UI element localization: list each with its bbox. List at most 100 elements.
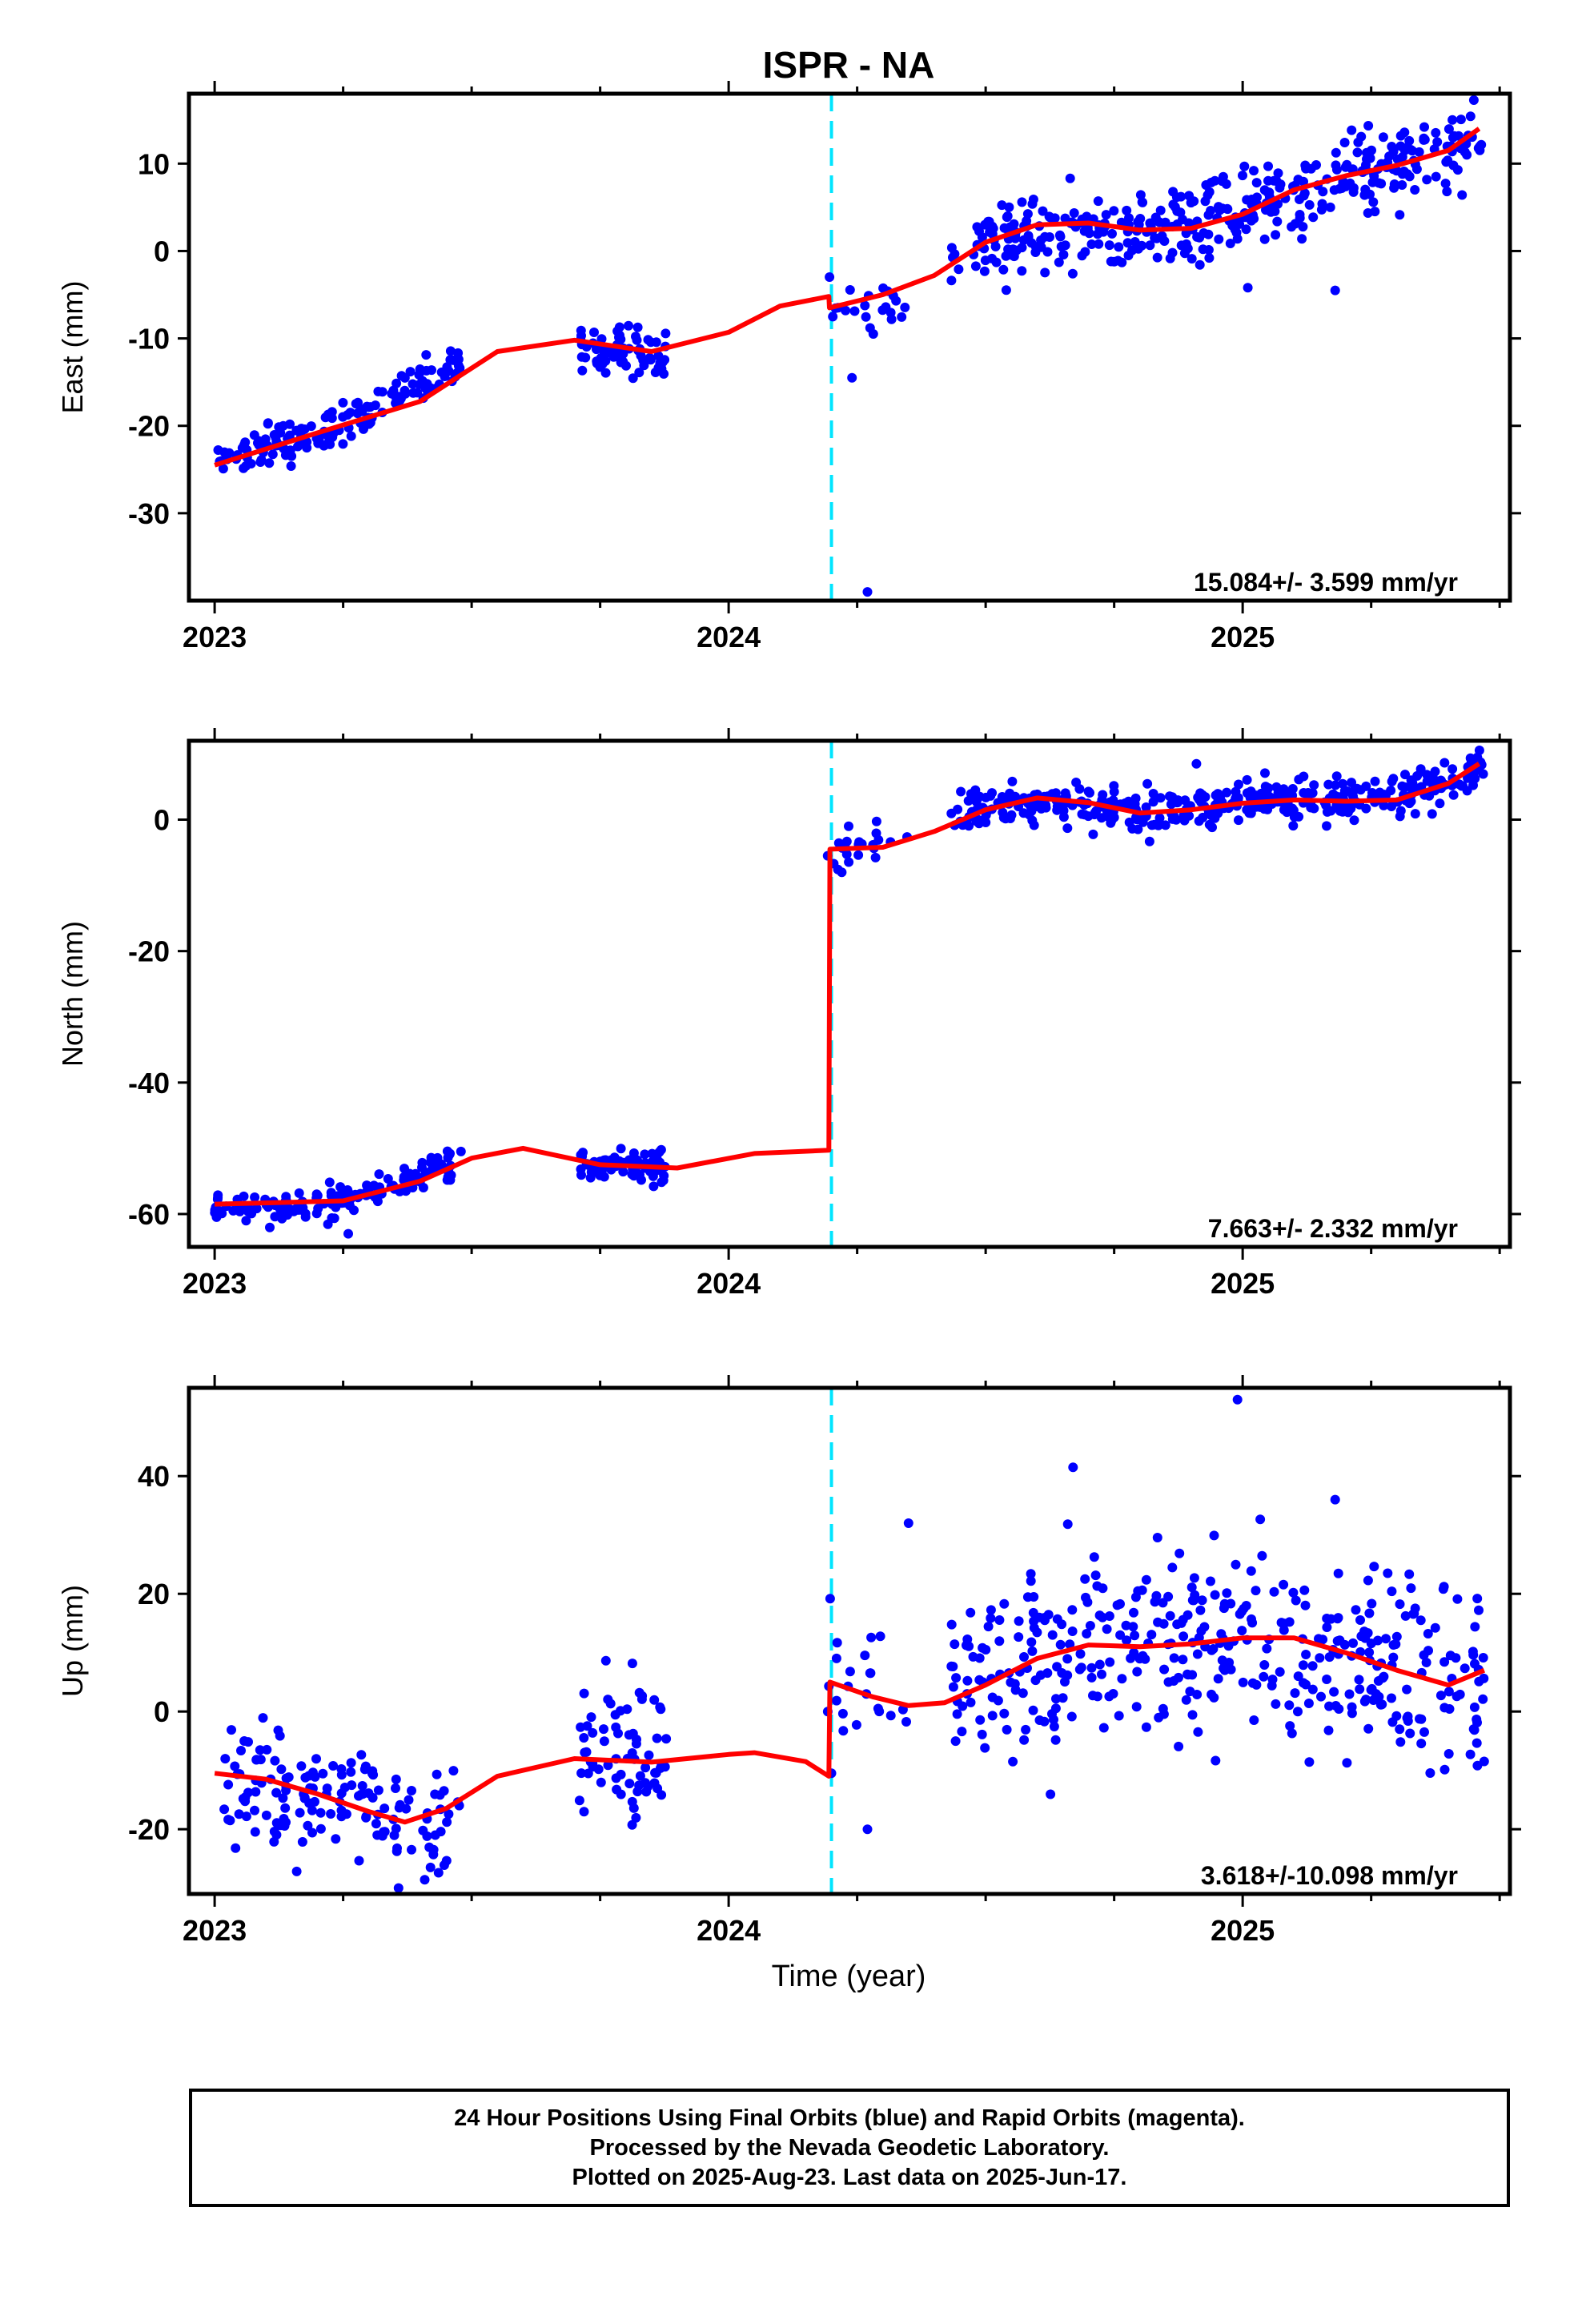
north-data-point [211,1212,222,1222]
up-data-point [1255,1514,1266,1525]
north-data-point [1191,758,1202,769]
up-data-point [865,1668,875,1679]
up-data-point [993,1695,1003,1706]
east-data-point [1176,191,1186,202]
north-data-point [837,867,847,878]
east-data-point [1389,179,1399,189]
up-data-point [1067,1626,1078,1636]
east-data-point [1104,240,1114,251]
east-data-point [1411,164,1422,175]
up-data-point [1439,1657,1450,1667]
east-data-point [1168,187,1178,197]
up-data-point [1068,1462,1078,1473]
north-data-point [400,1164,409,1174]
east-data-point [634,368,644,378]
up-data-point [1002,1724,1012,1735]
up-data-point [1300,1600,1311,1610]
east-data-point [1378,132,1388,143]
east-data-point [847,372,857,383]
north-data-point [1271,782,1282,792]
east-data-point [1204,187,1215,197]
up-data-point [1097,1669,1106,1679]
up-data-point [250,1827,260,1837]
east-data-point [239,463,249,473]
east-x-tick-label: 2023 [183,621,247,653]
up-data-point [1030,1675,1041,1686]
up-data-point [1178,1631,1189,1642]
east-y-tick-label: -30 [128,497,170,530]
north-data-point [1361,781,1371,791]
up-data-point [628,1803,639,1813]
up-data-point [336,1788,347,1799]
up-frame [187,1385,1512,1896]
east-data-point [991,257,1002,267]
up-data-point [303,1820,313,1831]
east-x-tick-label: 2025 [1211,621,1275,653]
up-data-point [1195,1605,1206,1615]
east-data-point [1460,147,1470,157]
east-data-point [849,306,860,316]
up-data-point [1174,1672,1183,1683]
north-data-point [1148,797,1158,807]
north-data-point [311,1208,322,1219]
east-data-point [274,422,284,432]
east-data-point [363,419,374,429]
east-data-point [612,326,623,336]
up-data-point [1047,1709,1057,1719]
up-data-point [1117,1674,1127,1684]
up-data-point [831,1653,841,1663]
up-data-point [1452,1594,1463,1604]
up-data-point [379,1803,390,1814]
north-data-point [1198,812,1208,822]
up-data-point [1452,1691,1462,1702]
up-data-point [361,1811,371,1822]
up-data-point [946,1619,957,1630]
east-data-point [1002,212,1012,223]
north-data-point [1309,803,1319,814]
up-data-point [1267,1675,1278,1685]
up-data-point [1373,1635,1383,1646]
up-data-point [223,1779,234,1790]
up-model-line [214,1635,1486,1825]
north-data-point [1148,789,1158,798]
east-points [213,95,1487,597]
north-data-point [239,1191,249,1201]
north-data-point [1077,809,1087,819]
north-data-point [265,1222,275,1232]
up-data-point [1186,1582,1197,1593]
east-data-point [1167,247,1178,258]
up-data-point [307,1805,317,1815]
north-data-point [1155,793,1166,803]
up-data-point [1299,1585,1310,1595]
up-data-point [280,1803,291,1813]
east-data-point [900,302,910,312]
up-data-point [1323,1725,1334,1735]
north-data-point [1026,806,1037,816]
up-data-point [1387,1586,1397,1597]
up-data-point [428,1844,439,1855]
up-data-point [336,1770,347,1780]
north-data-point [1400,770,1410,780]
up-data-point [1415,1615,1426,1626]
north-rate-label: 7.663+/- 2.332 mm/yr [1208,1214,1458,1243]
up-data-point [603,1760,613,1771]
up-data-point [656,1704,666,1715]
east-data-point [1474,143,1484,154]
east-data-point [1028,195,1038,204]
north-data-point [963,796,974,806]
up-data-point [1049,1722,1059,1731]
up-data-point [1238,1677,1248,1687]
up-data-point [1028,1607,1038,1618]
up-y-tick-label: 20 [138,1578,170,1610]
caption-line-1: 24 Hour Positions Using Final Orbits (bl… [454,2105,1245,2131]
up-data-point [1301,1650,1311,1659]
east-data-point [213,445,223,455]
east-data-point [1308,212,1319,223]
north-data-point [946,808,957,818]
east-data-point [972,222,982,232]
north-data-point [425,1157,436,1168]
east-data-point [1203,229,1214,239]
up-data-point [1257,1550,1267,1561]
up-data-point [1425,1768,1435,1778]
